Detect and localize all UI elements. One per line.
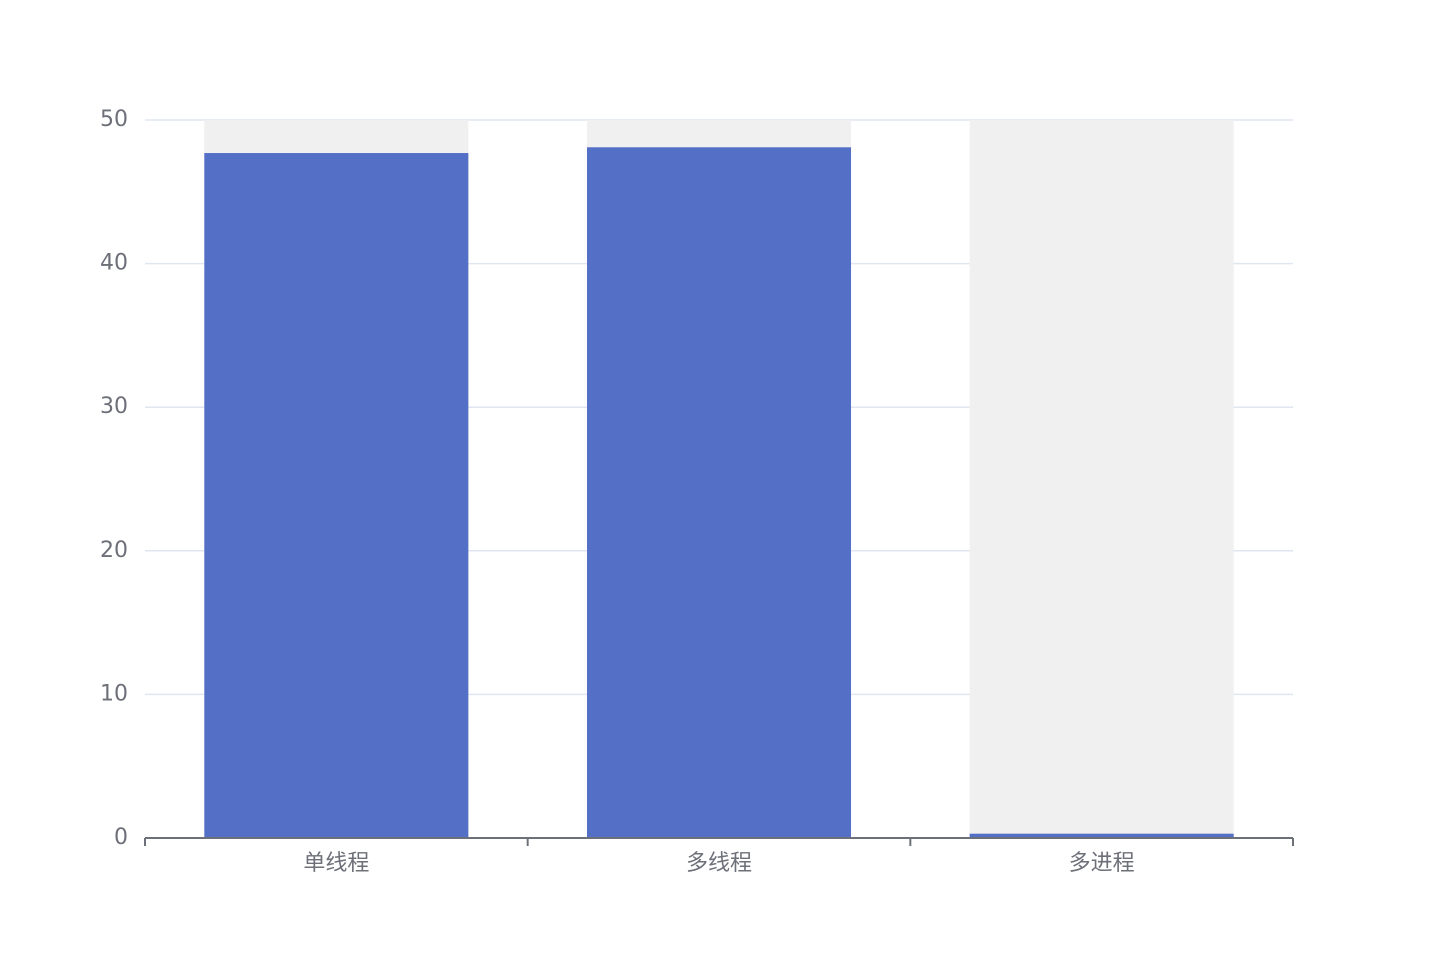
bar <box>969 833 1234 838</box>
y-tick-label: 50 <box>100 107 128 132</box>
x-tick-label: 多进程 <box>1069 851 1135 876</box>
bar <box>204 153 469 838</box>
y-tick-label: 40 <box>100 251 128 276</box>
x-tick-label: 多线程 <box>686 851 752 876</box>
y-tick-label: 0 <box>114 825 128 850</box>
y-tick-label: 10 <box>100 681 128 706</box>
y-tick-label: 30 <box>100 394 128 419</box>
bar <box>586 147 852 838</box>
bar-background <box>969 120 1234 838</box>
x-tick-label: 单线程 <box>303 851 369 876</box>
y-tick-label: 20 <box>100 538 128 563</box>
